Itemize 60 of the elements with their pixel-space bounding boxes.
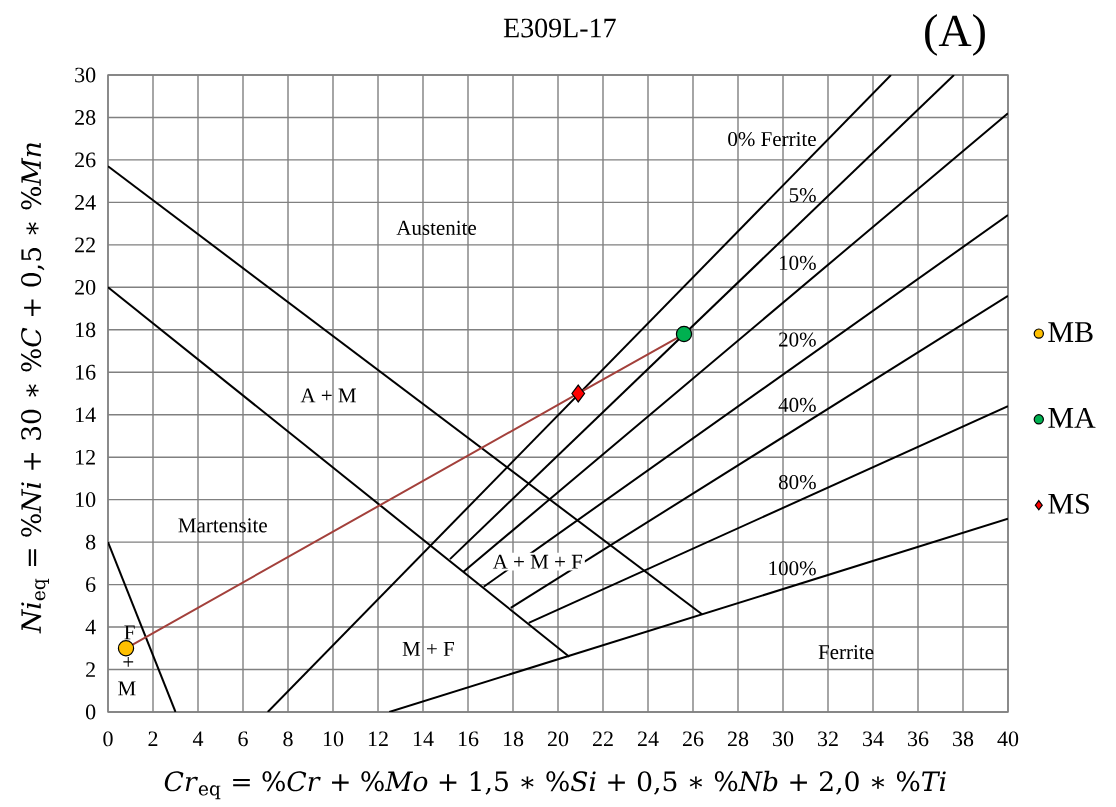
y-tick-label: 14	[76, 407, 96, 422]
x-tick-label: 2	[148, 731, 158, 747]
text: Cr$_{eq}$ = %Cr + %Mo + 1,5 ∗ %Si + 0,5 ∗ %Nb + 2,0 ∗ %Ti	[164, 770, 946, 800]
series-label: 40%	[778, 397, 816, 413]
x-tick-label: 4	[192, 731, 204, 746]
annotation: Austenite	[396, 220, 477, 235]
y-tick-label: 2	[86, 662, 95, 677]
y-tick-label: 18	[76, 322, 96, 338]
series-label: 10%	[779, 255, 816, 271]
y-tick-label: 16	[76, 364, 96, 380]
y-tick-label: 28	[75, 110, 96, 125]
x-tick-label: 26	[682, 731, 704, 747]
series-label: 20%	[779, 332, 816, 347]
y-tick-label: 0	[85, 704, 96, 720]
x-tick-label: 18	[503, 731, 524, 747]
annotation: +	[123, 657, 134, 667]
y-tick-label: 24	[75, 195, 96, 210]
series-label: 5%	[789, 188, 816, 203]
y-tick-label: 6	[86, 577, 96, 592]
legend-label: MB	[1048, 322, 1093, 342]
y-tick-label: 26	[75, 152, 96, 168]
annotation: M + F	[402, 642, 454, 656]
y-axis-title: Ni$_{eq}$ = %Ni + 30 ∗ %C + 0,5 ∗ %Mn	[21, 143, 49, 634]
x-tick-label: 12	[368, 731, 388, 747]
chart-title: E309L-17	[503, 18, 616, 38]
x-tick-label: 8	[283, 731, 293, 747]
x-tick-label: 16	[458, 731, 479, 747]
x-tick-label: 38	[953, 731, 974, 747]
y-tick-label: 4	[85, 619, 96, 635]
x-tick-label: 14	[413, 731, 434, 746]
y-tick-label: 8	[85, 534, 96, 550]
y-tick-label: 30	[75, 67, 96, 83]
x-tick-label: 20	[547, 731, 569, 747]
legend-label: MS	[1048, 493, 1089, 514]
series-label: 100%	[769, 561, 816, 576]
y-tick-label: 12	[76, 449, 95, 465]
x-tick-label: 6	[238, 731, 248, 747]
annotation: A + M + F	[492, 554, 583, 569]
x-tick-label: 30	[773, 731, 794, 747]
x-tick-label: 34	[863, 731, 884, 747]
legend-label: MA	[1048, 407, 1096, 428]
text: (A)	[925, 14, 985, 56]
series-label: 80%	[778, 475, 816, 490]
x-tick-label: 0	[103, 731, 113, 747]
series-label: 0% Ferrite	[728, 131, 816, 147]
annotation: Ferrite	[818, 645, 874, 660]
annotation: M	[118, 681, 136, 696]
y-tick-label: 22	[75, 237, 95, 253]
x-tick-label: 40	[997, 731, 1019, 747]
annotation: A + M	[300, 388, 356, 403]
x-tick-label: 36	[908, 731, 929, 747]
x-tick-label: 10	[323, 731, 344, 747]
annotation: Martensite	[178, 518, 267, 533]
x-tick-label: 28	[727, 731, 749, 747]
y-tick-label: 10	[76, 492, 96, 508]
x-tick-label: 22	[592, 731, 613, 747]
annotation: F	[124, 625, 135, 640]
x-tick-label: 32	[818, 731, 838, 747]
y-tick-label: 20	[75, 279, 96, 295]
x-tick-label: 24	[637, 731, 659, 747]
